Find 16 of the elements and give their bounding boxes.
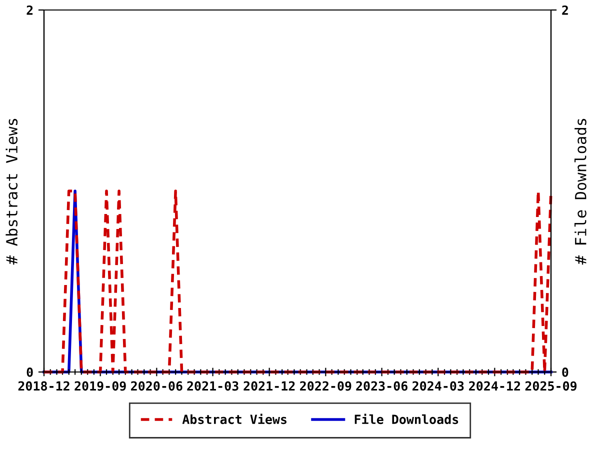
x-tick-label: 2024-12 xyxy=(469,381,520,391)
x-tick-label: 2023-06 xyxy=(356,381,408,391)
x-tick-label: 2018-12 xyxy=(18,381,70,391)
legend-label: File Downloads xyxy=(354,414,458,424)
x-tick-label: 2021-12 xyxy=(244,381,295,391)
y2-tick-label: 0 xyxy=(562,367,568,377)
y2-tick-label: 2 xyxy=(562,5,568,15)
x-tick-label: 2019-09 xyxy=(74,381,126,391)
y-axis-title: # Abstract Views xyxy=(6,118,18,265)
x-tick-label: 2022-09 xyxy=(300,381,352,391)
legend-label: Abstract Views xyxy=(182,414,286,424)
x-tick-label: 2025-09 xyxy=(525,381,577,391)
x-tick-label: 2020-06 xyxy=(131,381,182,391)
x-tick-label: 2021-03 xyxy=(187,381,238,391)
x-tick-label: 2024-03 xyxy=(412,381,464,391)
y2-axis-title: # File Downloads xyxy=(574,118,586,265)
